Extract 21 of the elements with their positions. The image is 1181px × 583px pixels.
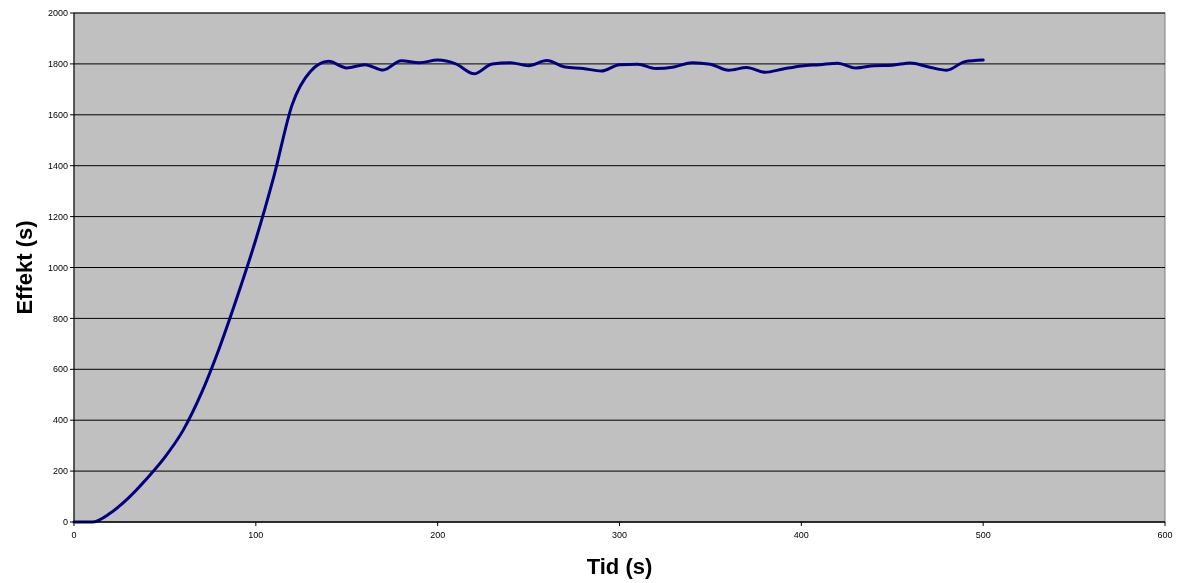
y-tick-label: 1000	[47, 262, 68, 273]
x-tick-label: 500	[975, 530, 991, 540]
y-tick-label: 1400	[47, 160, 68, 171]
x-tick-label: 0	[71, 530, 77, 540]
y-tick-label: 200	[52, 466, 68, 477]
y-tick-label: 1600	[47, 109, 68, 120]
x-tick-label: 400	[793, 530, 809, 540]
line-series	[72, 58, 985, 524]
x-axis-title: Tid (s)	[586, 554, 653, 579]
y-tick-label: 0	[62, 517, 68, 528]
x-tick-label: 100	[248, 530, 264, 540]
y-tick-label: 1800	[47, 59, 68, 70]
y-tick-label: 600	[52, 364, 68, 375]
y-tick-label: 2000	[47, 8, 68, 19]
y-tick-label: 800	[52, 313, 68, 324]
y-tick-label: 1200	[47, 211, 68, 222]
x-tick-label: 600	[1157, 530, 1173, 540]
x-tick-label: 200	[430, 530, 446, 540]
y-axis-title: Effekt (s)	[12, 220, 37, 315]
y-tick-label: 400	[52, 415, 68, 426]
x-tick-label: 300	[611, 530, 628, 540]
